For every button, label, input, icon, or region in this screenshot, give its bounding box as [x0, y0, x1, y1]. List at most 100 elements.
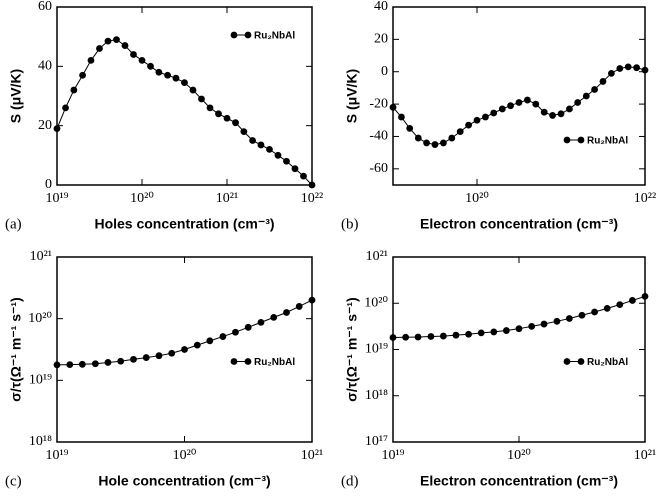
- x-axis-label: Electron concentration (cm⁻³): [420, 216, 618, 232]
- data-point: [398, 113, 405, 121]
- data-point: [266, 146, 273, 153]
- data-point: [53, 125, 61, 133]
- data-point: [599, 78, 607, 85]
- data-point: [427, 333, 435, 340]
- y-tick-label: 10¹⁸: [365, 388, 388, 403]
- data-point: [528, 322, 536, 330]
- data-point: [244, 323, 252, 331]
- data-point: [452, 331, 460, 339]
- legend-label: Ru₂NbAl: [587, 136, 628, 147]
- y-tick-label: -20: [369, 96, 388, 111]
- data-point: [181, 79, 188, 87]
- x-tick-label: 10²²: [634, 191, 656, 206]
- data-point: [553, 317, 561, 325]
- y-tick-label: 20: [374, 32, 388, 47]
- data-point: [66, 361, 74, 368]
- data-point: [603, 304, 611, 312]
- x-axis-label: Electron concentration (cm⁻³): [420, 473, 618, 489]
- plot-frame: [56, 6, 313, 186]
- x-tick-label: 10²¹: [301, 448, 323, 463]
- data-point: [219, 333, 227, 340]
- y-tick-label: -40: [369, 129, 388, 144]
- data-point: [591, 86, 598, 93]
- data-point: [189, 86, 197, 94]
- data-point: [414, 333, 422, 341]
- data-point: [616, 301, 624, 309]
- data-point: [532, 100, 540, 108]
- y-axis-label: σ/τ(Ω⁻¹ m⁻¹ s⁻¹): [344, 297, 360, 401]
- y-tick-label: -60: [369, 161, 388, 176]
- data-point: [147, 62, 154, 70]
- data-point: [79, 71, 86, 79]
- data-point: [232, 328, 239, 336]
- panel-label: (d): [341, 473, 359, 489]
- x-tick-label: 10²⁰: [507, 448, 531, 463]
- data-point: [414, 134, 422, 142]
- y-tick-label: 10²¹: [30, 249, 52, 264]
- data-point: [423, 139, 430, 147]
- panel-label: (b): [341, 216, 359, 232]
- data-point: [232, 119, 239, 127]
- data-point: [249, 137, 256, 144]
- data-point: [223, 114, 231, 122]
- x-tick-label: 10²⁰: [130, 191, 154, 206]
- data-point: [578, 311, 586, 319]
- data-point: [113, 36, 120, 44]
- y-axis-label: S (μV/K): [344, 69, 360, 123]
- data-point: [448, 134, 456, 142]
- y-tick-label: 10¹⁷: [365, 434, 388, 449]
- panel-label: (c): [5, 473, 22, 489]
- data-point: [270, 313, 278, 321]
- data-point: [515, 325, 523, 333]
- data-point: [431, 141, 439, 148]
- data-point: [70, 86, 78, 94]
- data-point: [240, 128, 248, 136]
- y-tick-label: 10²⁰: [364, 295, 388, 310]
- legend-marker: [230, 31, 238, 39]
- data-point: [540, 108, 548, 116]
- legend-marker: [577, 136, 585, 144]
- data-point: [155, 352, 163, 360]
- data-point: [206, 337, 214, 345]
- data-point: [308, 181, 316, 189]
- data-point: [142, 354, 150, 361]
- data-point: [198, 95, 205, 103]
- x-tick-label: 10²²: [301, 191, 323, 206]
- x-tick-label: 10²¹: [216, 191, 238, 206]
- data-point: [291, 165, 299, 173]
- y-tick-label: 0: [45, 177, 52, 192]
- y-tick-label: 0: [381, 64, 388, 79]
- data-point: [257, 141, 265, 149]
- data-point: [215, 110, 222, 118]
- y-tick-label: 40: [38, 59, 52, 74]
- y-tick-label: 10¹⁹: [365, 342, 388, 357]
- data-point: [168, 349, 176, 357]
- legend-marker: [563, 136, 571, 144]
- legend-marker: [563, 358, 571, 365]
- data-point: [283, 157, 290, 165]
- x-tick-label: 10¹⁹: [381, 448, 404, 463]
- data-point: [274, 151, 282, 159]
- x-tick-label: 10²⁰: [173, 448, 197, 463]
- data-point: [283, 309, 290, 316]
- legend-label: Ru₂NbAl: [587, 357, 628, 368]
- data-point: [482, 113, 489, 121]
- data-point: [502, 327, 510, 334]
- data-point: [257, 318, 265, 326]
- data-point: [138, 57, 146, 64]
- data-point: [574, 99, 582, 106]
- data-point: [498, 105, 506, 113]
- data-point: [439, 332, 447, 340]
- x-tick-label: 10²¹: [634, 448, 656, 463]
- data-point: [465, 121, 472, 129]
- data-point: [308, 296, 316, 304]
- data-point: [566, 105, 573, 113]
- x-tick-label: 10¹⁹: [45, 448, 68, 463]
- data-point: [300, 172, 307, 180]
- x-tick-label: 10²⁰: [465, 191, 489, 206]
- legend-marker: [244, 31, 252, 39]
- y-tick-label: 20: [38, 118, 52, 133]
- data-point: [295, 303, 303, 310]
- data-point: [628, 297, 636, 304]
- data-point: [104, 37, 112, 45]
